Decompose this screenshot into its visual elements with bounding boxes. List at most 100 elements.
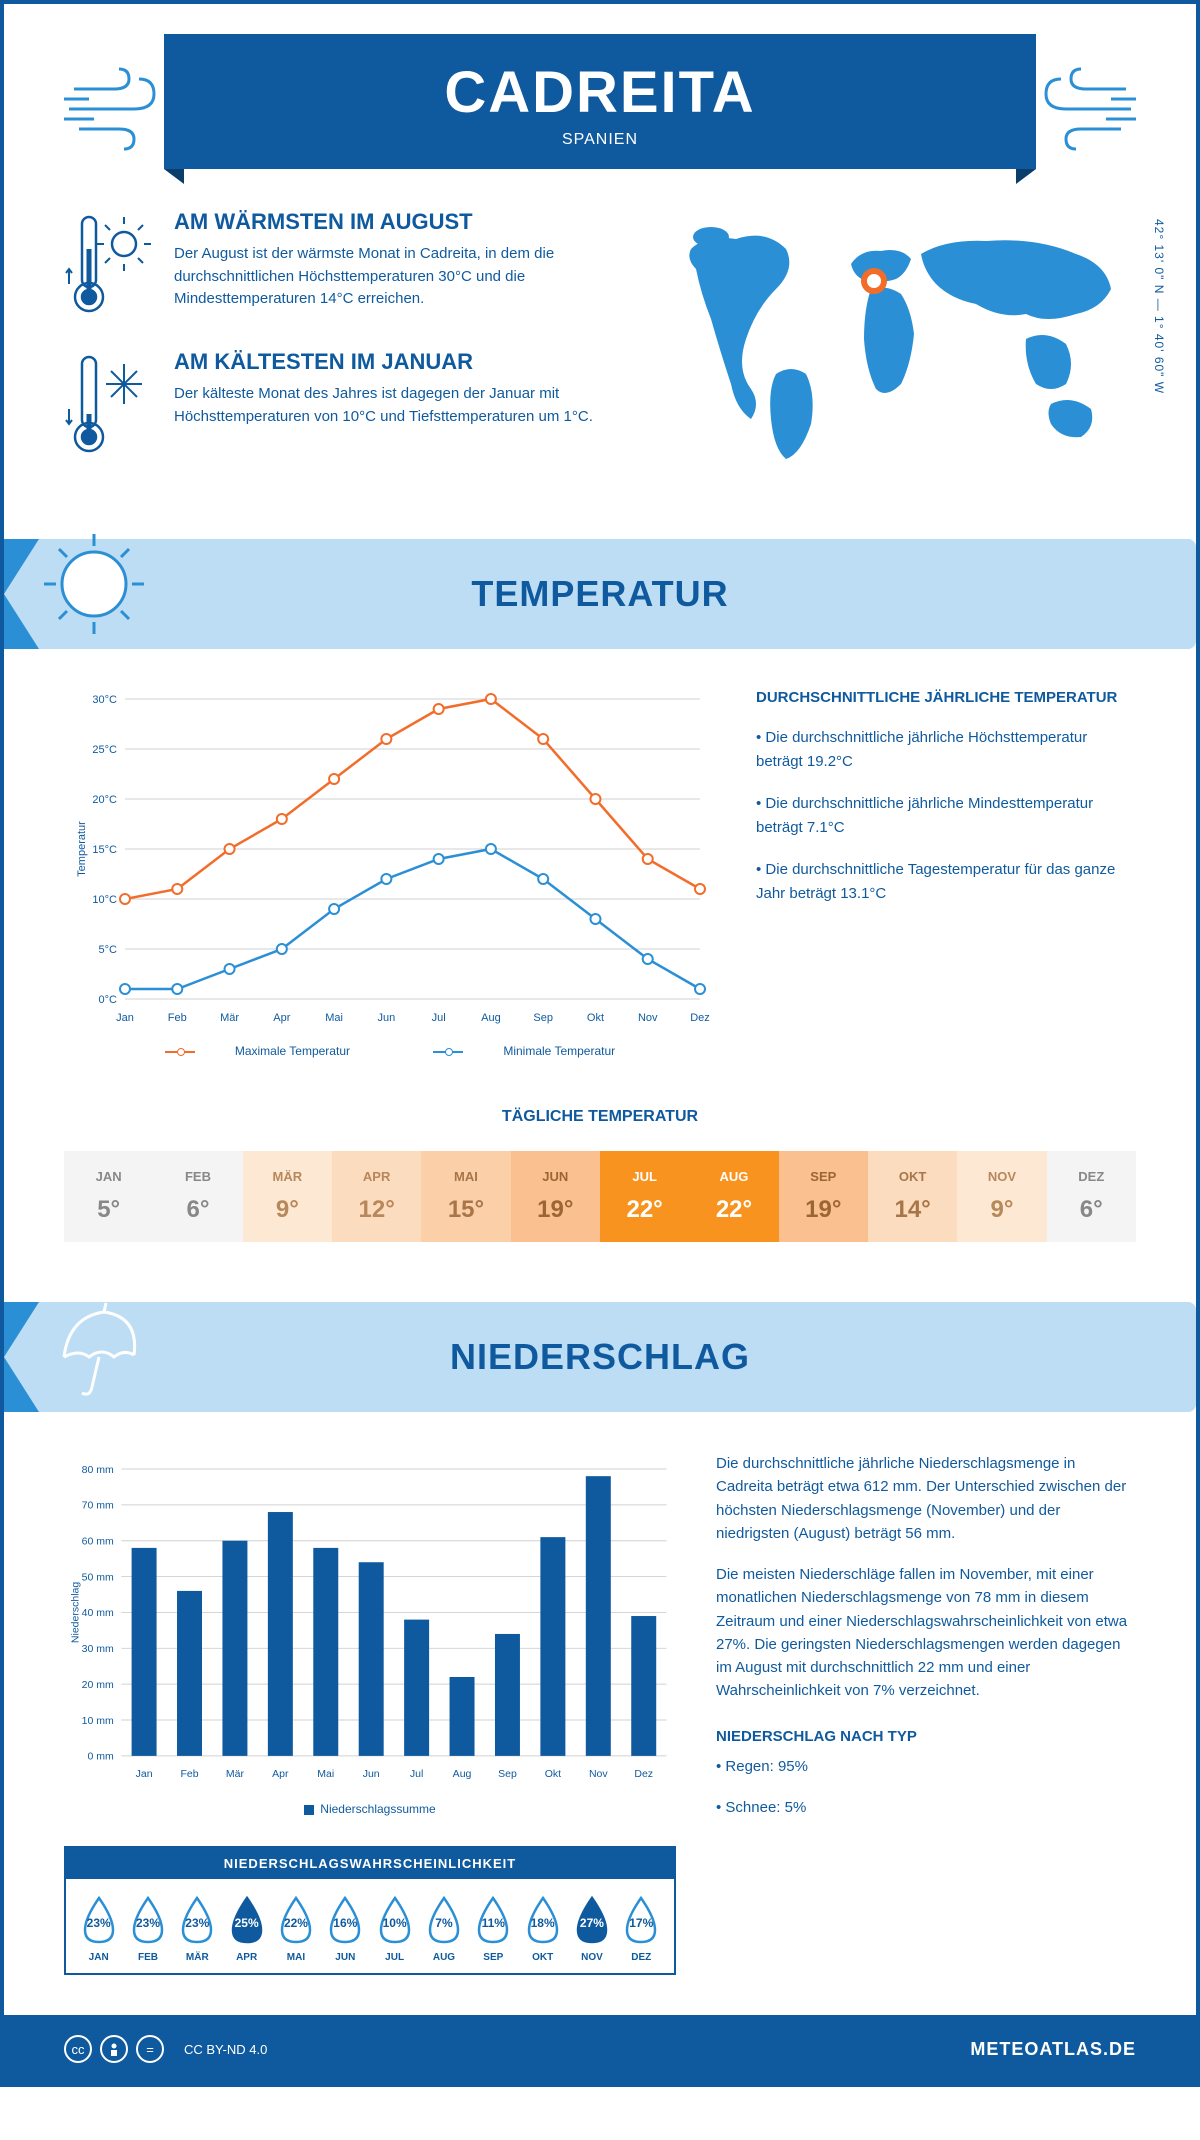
month-value: 9° xyxy=(957,1196,1046,1224)
drop-icon: 27% xyxy=(571,1894,613,1946)
warmest-title: AM WÄRMSTEN IM AUGUST xyxy=(174,209,616,235)
daily-temp-cell: MÄR9° xyxy=(243,1151,332,1242)
prob-month-label: AUG xyxy=(419,1952,468,1963)
month-value: 15° xyxy=(421,1196,510,1224)
precipitation-section: 0 mm10 mm20 mm30 mm40 mm50 mm60 mm70 mm8… xyxy=(4,1412,1196,2015)
coldest-body: Der kälteste Monat des Jahres ist dagege… xyxy=(174,383,616,428)
intro-left: AM WÄRMSTEN IM AUGUST Der August ist der… xyxy=(64,209,616,489)
month-value: 19° xyxy=(511,1196,600,1224)
svg-text:70 mm: 70 mm xyxy=(82,1500,114,1512)
drop-percent: 23% xyxy=(185,1916,209,1930)
svg-text:Okt: Okt xyxy=(587,1012,604,1024)
svg-text:Aug: Aug xyxy=(481,1012,501,1024)
probability-cell: 17%DEZ xyxy=(617,1894,666,1963)
month-label: AUG xyxy=(689,1169,778,1184)
drop-icon: 11% xyxy=(472,1894,514,1946)
month-label: OKT xyxy=(868,1169,957,1184)
probability-title: NIEDERSCHLAGSWAHRSCHEINLICHKEIT xyxy=(66,1848,674,1879)
thermometer-cold-icon xyxy=(64,349,154,459)
temp-text-p2: • Die durchschnittliche jährliche Mindes… xyxy=(756,792,1136,840)
temp-chart-area: 0°C5°C10°C15°C20°C25°C30°CJanFebMärAprMa… xyxy=(64,689,716,1058)
svg-text:10°C: 10°C xyxy=(92,894,117,906)
thermometer-hot-icon xyxy=(64,209,154,319)
temp-text-p3: • Die durchschnittliche Tagestemperatur … xyxy=(756,858,1136,906)
nd-icon: = xyxy=(136,2035,164,2063)
svg-text:Apr: Apr xyxy=(272,1768,289,1780)
month-label: NOV xyxy=(957,1169,1046,1184)
svg-text:5°C: 5°C xyxy=(99,944,118,956)
legend-max-marker xyxy=(165,1051,195,1053)
temp-legend: Maximale Temperatur Minimale Temperatur xyxy=(64,1044,716,1058)
license-block: cc = CC BY-ND 4.0 xyxy=(64,2035,267,2063)
legend-min-label: Minimale Temperatur xyxy=(503,1044,615,1058)
precip-legend: Niederschlagssumme xyxy=(64,1802,676,1816)
svg-text:Mär: Mär xyxy=(226,1768,245,1780)
drop-icon: 23% xyxy=(127,1894,169,1946)
legend-min-marker xyxy=(433,1051,463,1053)
by-icon xyxy=(100,2035,128,2063)
svg-text:Jul: Jul xyxy=(432,1012,446,1024)
temperature-title: TEMPERATUR xyxy=(471,573,728,615)
prob-month-label: NOV xyxy=(567,1952,616,1963)
drop-icon: 7% xyxy=(423,1894,465,1946)
svg-text:Mär: Mär xyxy=(220,1012,239,1024)
precip-p2: Die meisten Niederschläge fallen im Nove… xyxy=(716,1563,1136,1703)
drop-percent: 11% xyxy=(482,1916,505,1930)
temperature-section: 0°C5°C10°C15°C20°C25°C30°CJanFebMärAprMa… xyxy=(4,649,1196,1088)
warmest-body: Der August ist der wärmste Monat in Cadr… xyxy=(174,243,616,311)
svg-text:Apr: Apr xyxy=(273,1012,290,1024)
legend-max-label: Maximale Temperatur xyxy=(235,1044,350,1058)
month-label: MÄR xyxy=(243,1169,332,1184)
probability-cell: 11%SEP xyxy=(469,1894,518,1963)
svg-text:50 mm: 50 mm xyxy=(82,1571,114,1583)
precip-type1: • Regen: 95% xyxy=(716,1755,1136,1778)
drop-icon: 23% xyxy=(78,1894,120,1946)
drop-percent: 22% xyxy=(284,1916,308,1930)
coldest-block: AM KÄLTESTEN IM JANUAR Der kälteste Mona… xyxy=(64,349,616,459)
daily-temp-cell: JUL22° xyxy=(600,1151,689,1242)
svg-text:Sep: Sep xyxy=(533,1012,553,1024)
drop-percent: 17% xyxy=(629,1916,653,1930)
svg-text:Mai: Mai xyxy=(317,1768,334,1780)
daily-temp-cell: JUN19° xyxy=(511,1151,600,1242)
month-label: DEZ xyxy=(1047,1169,1136,1184)
probability-cell: 23%JAN xyxy=(74,1894,123,1963)
license-text: CC BY-ND 4.0 xyxy=(184,2042,267,2057)
probability-cell: 7% AUG xyxy=(419,1894,468,1963)
svg-text:30 mm: 30 mm xyxy=(82,1643,114,1655)
prob-month-label: FEB xyxy=(123,1952,172,1963)
site-name: METEOATLAS.DE xyxy=(970,2039,1136,2060)
coldest-title: AM KÄLTESTEN IM JANUAR xyxy=(174,349,616,375)
prob-month-label: JUL xyxy=(370,1952,419,1963)
month-label: MAI xyxy=(421,1169,510,1184)
svg-text:10 mm: 10 mm xyxy=(82,1715,114,1727)
probability-cell: 27% NOV xyxy=(567,1894,616,1963)
month-value: 12° xyxy=(332,1196,421,1224)
drop-percent: 7% xyxy=(435,1916,452,1930)
svg-text:20 mm: 20 mm xyxy=(82,1679,114,1691)
precip-type2: • Schnee: 5% xyxy=(716,1796,1136,1819)
prob-month-label: MÄR xyxy=(173,1952,222,1963)
month-value: 6° xyxy=(1047,1196,1136,1224)
footer: cc = CC BY-ND 4.0 METEOATLAS.DE xyxy=(4,2015,1196,2083)
month-value: 5° xyxy=(64,1196,153,1224)
month-value: 22° xyxy=(600,1196,689,1224)
probability-cell: 22%MAI xyxy=(271,1894,320,1963)
prob-month-label: OKT xyxy=(518,1952,567,1963)
svg-text:Mai: Mai xyxy=(325,1012,343,1024)
daily-temp-cell: MAI 15° xyxy=(421,1151,510,1242)
svg-text:60 mm: 60 mm xyxy=(82,1536,114,1548)
probability-cell: 25%APR xyxy=(222,1894,271,1963)
daily-temp-cell: SEP 19° xyxy=(779,1151,868,1242)
month-label: SEP xyxy=(779,1169,868,1184)
month-value: 19° xyxy=(779,1196,868,1224)
map-area: 42° 13' 0" N — 1° 40' 60" W xyxy=(656,209,1136,489)
precip-legend-label: Niederschlagssumme xyxy=(320,1802,435,1816)
warmest-text: AM WÄRMSTEN IM AUGUST Der August ist der… xyxy=(174,209,616,319)
cc-icon: cc xyxy=(64,2035,92,2063)
probability-cell: 18%OKT xyxy=(518,1894,567,1963)
header-ribbon: CADREITA SPANIEN xyxy=(164,34,1036,169)
precipitation-title: NIEDERSCHLAG xyxy=(450,1336,750,1378)
prob-month-label: JUN xyxy=(321,1952,370,1963)
precip-text: Die durchschnittliche jährliche Niedersc… xyxy=(716,1452,1136,1975)
